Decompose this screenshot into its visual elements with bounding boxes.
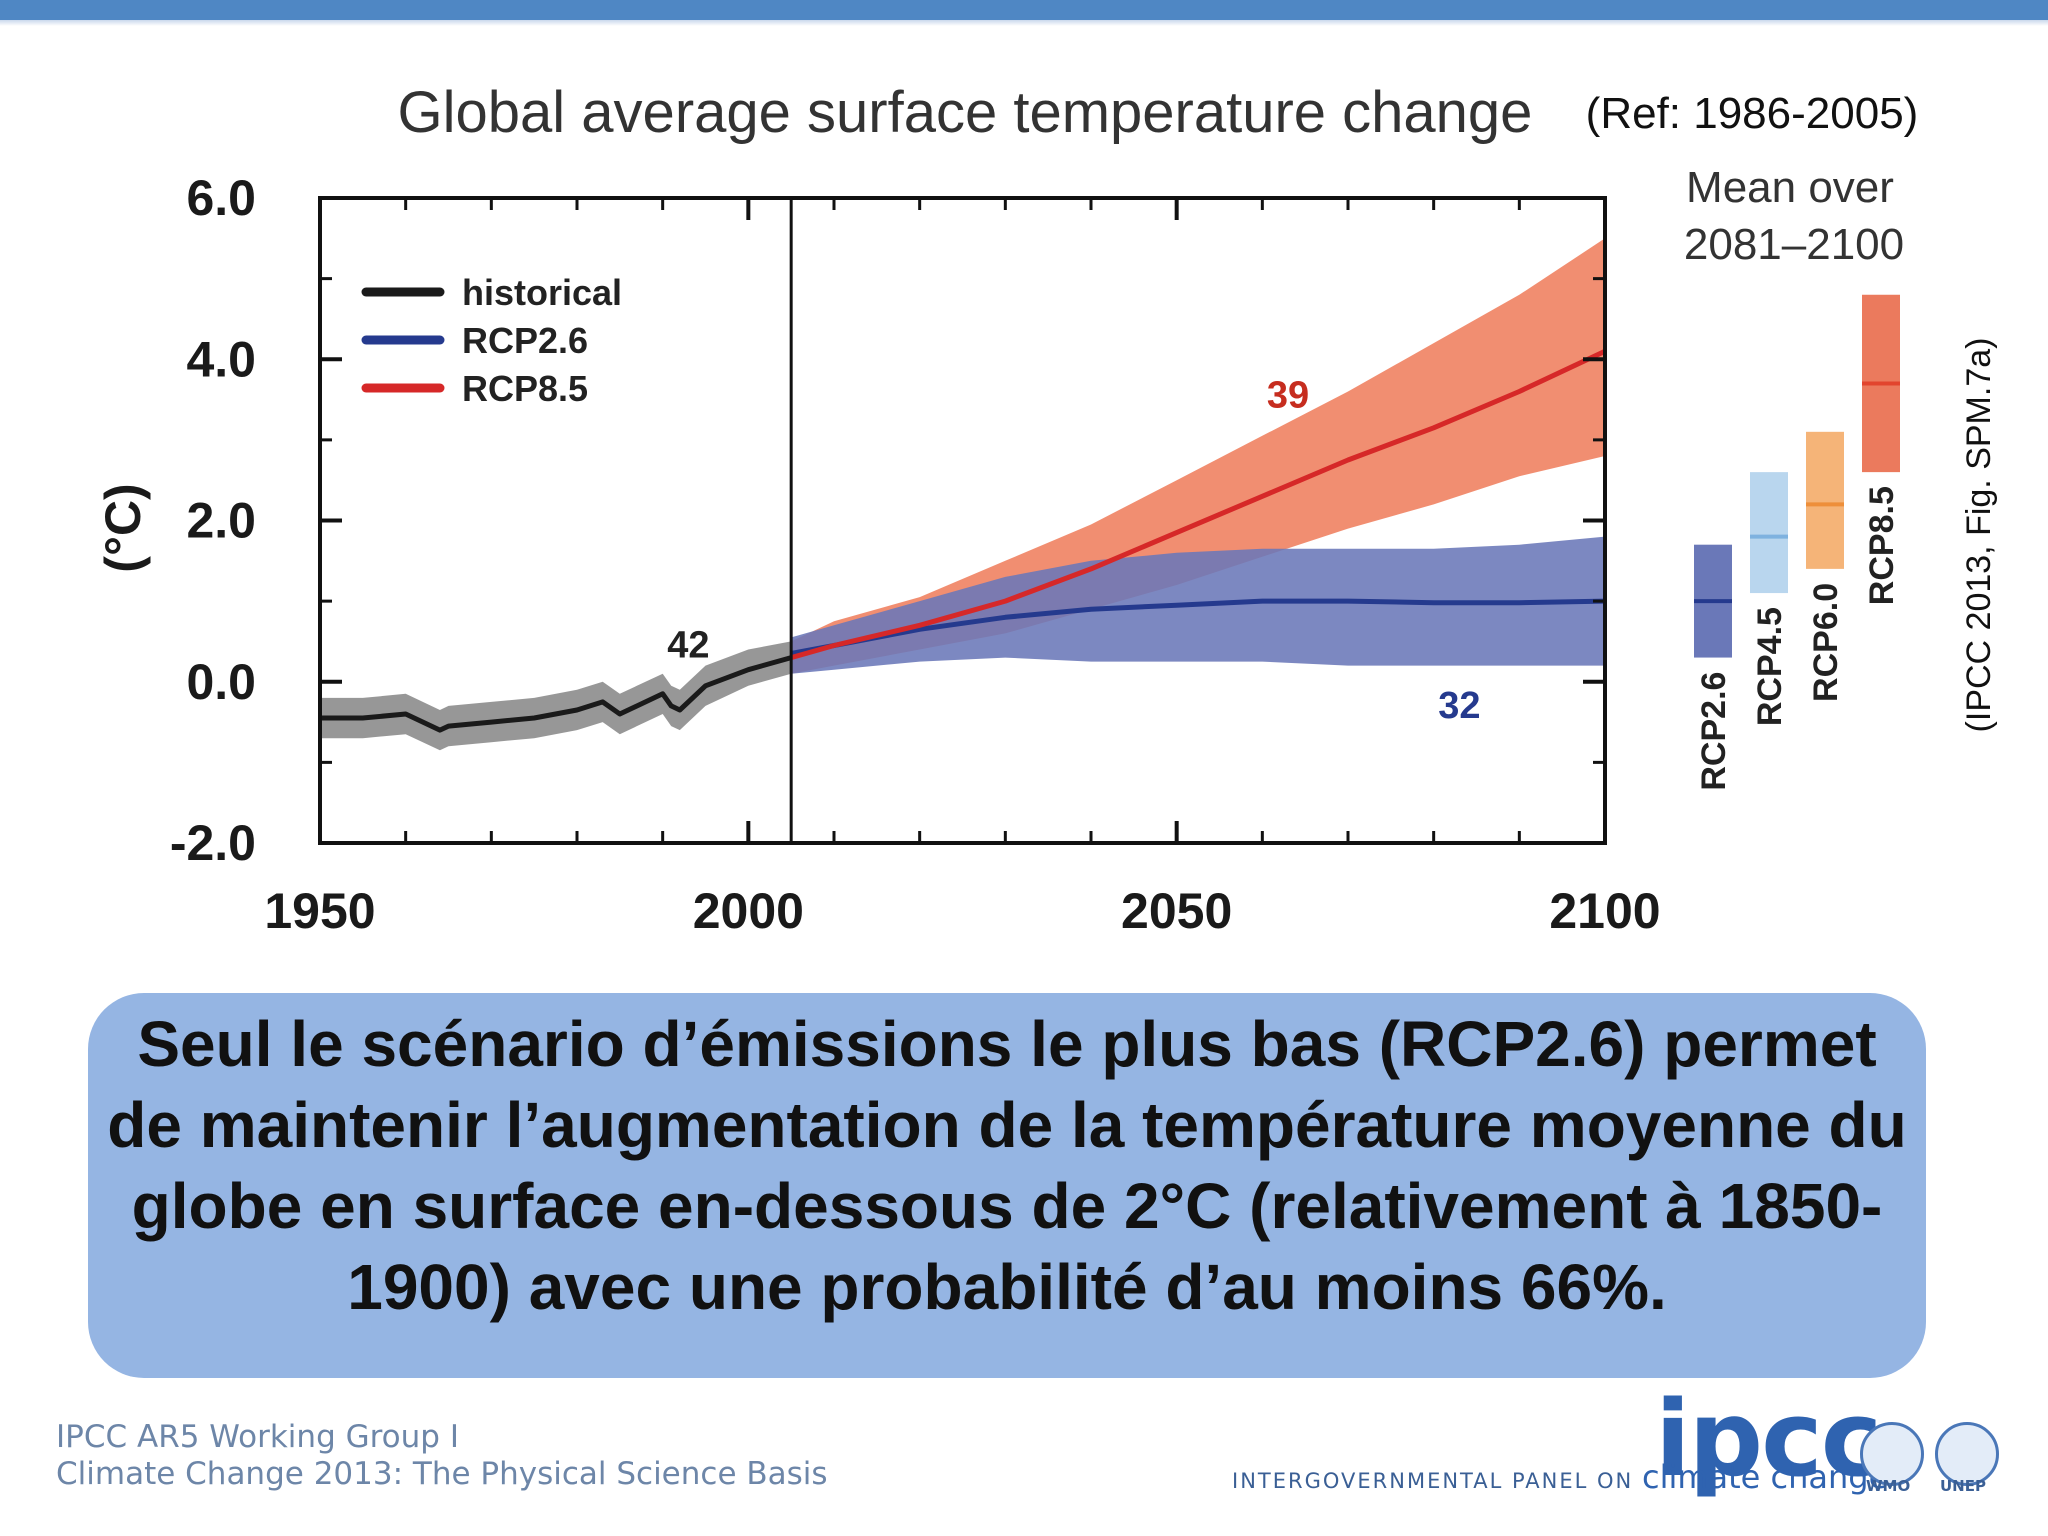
y-tick-label: 4.0 (186, 331, 256, 387)
mean-bar-label: RCP4.5 (1751, 607, 1789, 726)
footer-line-1: IPCC AR5 Working Group I (56, 1419, 459, 1455)
ipcc-subtitle-text: INTERGOVERNMENTAL PANEL ON (1232, 1469, 1634, 1493)
legend-label-rcp85: RCP8.5 (462, 368, 588, 409)
mean-bar-rcp60 (1806, 431, 1844, 569)
caption-text: Seul le scénario d’émissions le plus bas… (107, 1008, 1907, 1323)
wmo-emblem-icon (1860, 1422, 1924, 1486)
y-axis-label: (°C) (95, 483, 151, 572)
top-bar-shadow (0, 20, 2048, 26)
historical-series-line (320, 655, 792, 733)
y-tick-label: -2.0 (170, 815, 256, 871)
source-note: (IPCC 2013, Fig. SPM.7a) (1960, 338, 1998, 733)
legend-label-rcp26: RCP2.6 (462, 320, 588, 361)
series-lines (320, 348, 1607, 733)
ipcc-subtitle-emphasis: climate change (1641, 1458, 1889, 1496)
footer-line-2: Climate Change 2013: The Physical Scienc… (56, 1456, 828, 1492)
model-count-rcp26: 32 (1438, 685, 1480, 727)
mean-bars-title-line1: Mean over (1686, 163, 1894, 212)
legend-label-historical: historical (462, 272, 622, 313)
unep-emblem-icon (1935, 1422, 1999, 1486)
y-tick-label: 2.0 (186, 493, 256, 549)
reference-period-note: (Ref: 1986-2005) (1586, 89, 1919, 138)
rcp85-series-line (790, 348, 1607, 661)
rcp26-series-line (790, 598, 1606, 656)
model-count-historical: 42 (667, 625, 709, 667)
wmo-label: WMO (1866, 1477, 1911, 1495)
y-tick-label: 0.0 (186, 654, 256, 710)
x-tick-label: 2050 (1121, 883, 1232, 939)
temperature-chart: Global average surface temperature chang… (95, 80, 1998, 939)
mean-over-bars: Mean over 2081–2100 RCP2.6 RCP4.5 RCP6.0 RCP8… (1684, 163, 1904, 791)
mean-bar-label: RCP2.6 (1695, 672, 1733, 791)
mean-bar-rcp45 (1750, 472, 1788, 594)
historical-uncertainty-band (320, 641, 792, 751)
model-count-labels: 42 32 39 (667, 375, 1480, 727)
x-tick-label: 1950 (264, 883, 375, 939)
caption-box (88, 993, 1926, 1378)
mean-bar-label: RCP6.0 (1807, 583, 1845, 702)
uncertainty-bands (320, 238, 1605, 751)
model-count-rcp85: 39 (1267, 375, 1309, 417)
unep-label: UNEP (1940, 1477, 1986, 1495)
x-tick-label: 2100 (1549, 883, 1660, 939)
x-tick-label: 2000 (693, 883, 804, 939)
top-accent-bar (0, 0, 2048, 20)
ipcc-subtitle: INTERGOVERNMENTAL PANEL ON climate chang… (1232, 1458, 1888, 1496)
mean-bar-label: RCP8.5 (1863, 486, 1901, 605)
ipcc-logo: ipcc (1655, 1378, 1882, 1500)
mean-bars-title-line2: 2081–2100 (1684, 220, 1904, 269)
y-tick-label: 6.0 (186, 170, 256, 226)
chart-title: Global average surface temperature chang… (398, 80, 1533, 145)
legend: historical RCP2.6 RCP8.5 (361, 272, 622, 409)
